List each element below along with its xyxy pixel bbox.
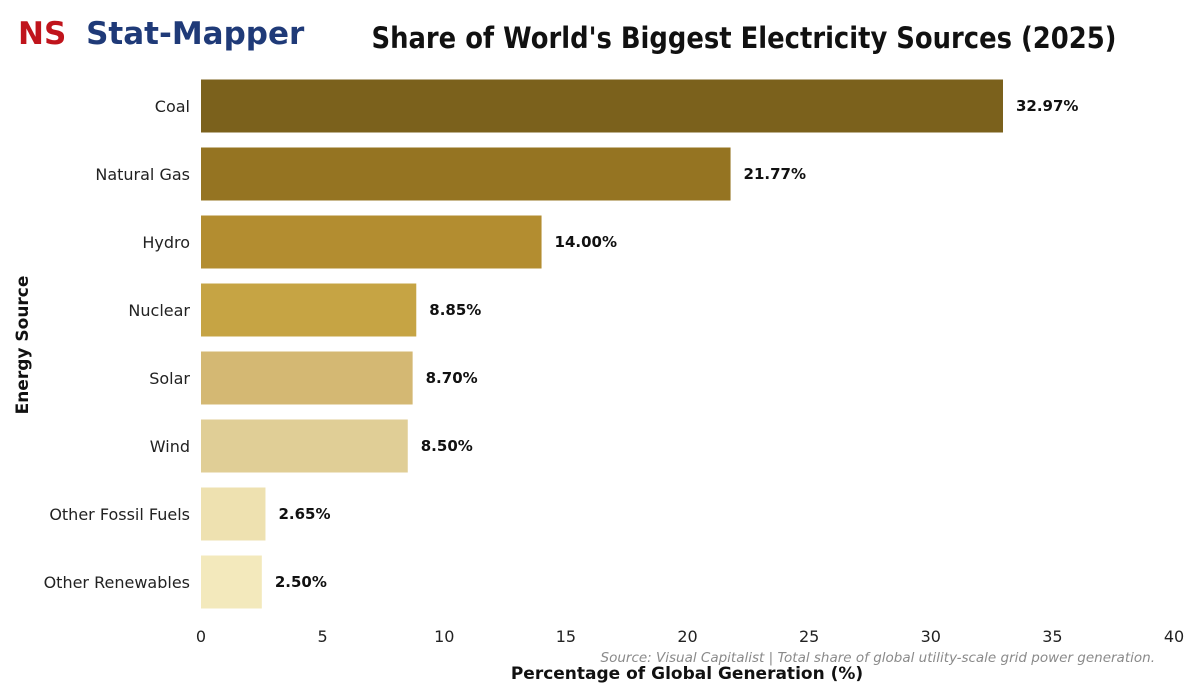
- y-axis-title: Energy Source: [13, 276, 33, 415]
- value-label-wind: 8.50%: [421, 437, 473, 455]
- value-label-natural-gas: 21.77%: [744, 165, 806, 183]
- brand-logo: NS Stat-Mapper: [18, 16, 305, 52]
- bar-other-fossil-fuels: [201, 487, 266, 541]
- category-label-other-renewables: Other Renewables: [44, 573, 190, 592]
- value-label-other-renewables: 2.50%: [275, 573, 327, 591]
- source-note: Source: Visual Capitalist | Total share …: [601, 650, 1155, 666]
- x-tick-label-0: 0: [196, 627, 206, 646]
- value-label-nuclear: 8.85%: [429, 301, 481, 319]
- x-tick-label-25: 25: [799, 627, 819, 646]
- category-label-hydro: Hydro: [142, 233, 190, 252]
- category-label-natural-gas: Natural Gas: [95, 165, 190, 184]
- value-labels: 32.97% 21.77% 14.00% 8.85% 8.70% 8.50% 2.65% 2.…: [275, 97, 1079, 591]
- x-tick-label-30: 30: [921, 627, 941, 646]
- category-labels: Coal Natural Gas Hydro Nuclear Solar Wind Othe…: [44, 97, 191, 592]
- x-tick-label-35: 35: [1042, 627, 1062, 646]
- x-tick-label-15: 15: [556, 627, 576, 646]
- bar-nuclear: [201, 283, 417, 337]
- x-axis-title: Percentage of Global Generation (%): [511, 664, 863, 684]
- bars: [201, 79, 1003, 609]
- bar-coal: [201, 79, 1003, 133]
- category-label-nuclear: Nuclear: [128, 301, 190, 320]
- category-label-solar: Solar: [149, 369, 190, 388]
- x-tick-label-40: 40: [1164, 627, 1184, 646]
- bar-hydro: [201, 215, 542, 269]
- bar-solar: [201, 351, 413, 405]
- brand-prefix: NS: [18, 16, 66, 52]
- value-label-hydro: 14.00%: [555, 233, 617, 251]
- x-axis-ticks: 0 5 10 15 20 25 30 35 40: [196, 627, 1184, 646]
- value-label-coal: 32.97%: [1016, 97, 1078, 115]
- bar-natural-gas: [201, 147, 731, 201]
- bar-wind: [201, 419, 408, 473]
- chart-title: Share of World's Biggest Electricity Sou…: [372, 21, 1117, 55]
- value-label-other-fossil-fuels: 2.65%: [278, 505, 330, 523]
- brand-name: Stat-Mapper: [86, 16, 305, 52]
- category-label-other-fossil-fuels: Other Fossil Fuels: [49, 505, 190, 524]
- value-label-solar: 8.70%: [426, 369, 478, 387]
- category-label-coal: Coal: [155, 97, 190, 116]
- category-label-wind: Wind: [150, 437, 190, 456]
- x-tick-label-10: 10: [434, 627, 454, 646]
- bar-other-renewables: [201, 555, 262, 609]
- x-tick-label-20: 20: [677, 627, 697, 646]
- x-tick-label-5: 5: [318, 627, 328, 646]
